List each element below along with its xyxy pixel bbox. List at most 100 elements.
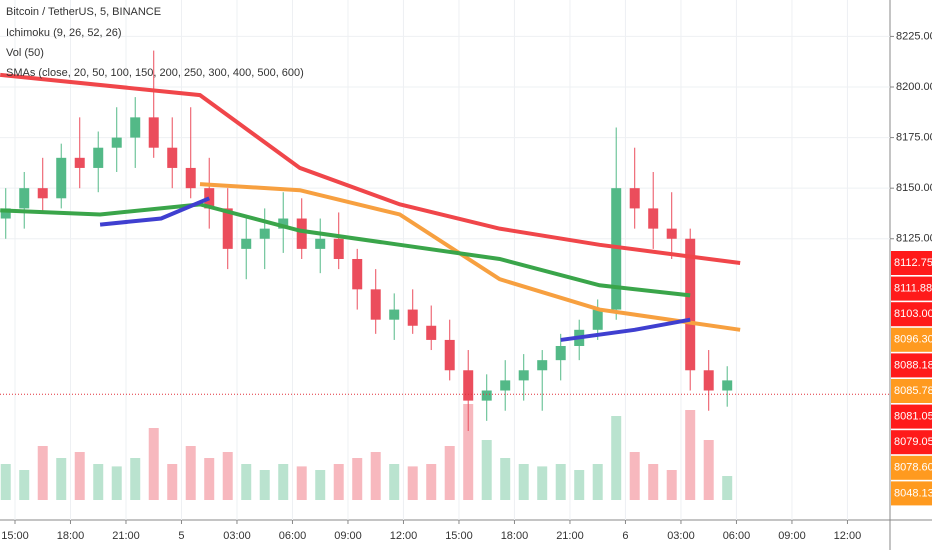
price-label: 8088.18 bbox=[894, 359, 932, 371]
candle-body bbox=[555, 345, 566, 361]
price-label: 8112.75 bbox=[894, 257, 932, 269]
price-label-box bbox=[891, 353, 932, 378]
candle-body bbox=[685, 238, 696, 371]
candle-body bbox=[130, 117, 141, 138]
candle-body bbox=[648, 208, 659, 229]
volume-bar bbox=[19, 470, 30, 500]
volume-bar bbox=[370, 452, 381, 500]
volume-bar bbox=[56, 458, 67, 500]
x-tick-label: 06:00 bbox=[279, 530, 307, 542]
candle-body bbox=[56, 157, 67, 199]
candle-body bbox=[407, 309, 418, 326]
candle-body bbox=[352, 258, 363, 290]
volume-bar bbox=[296, 466, 307, 500]
x-tick-label: 09:00 bbox=[334, 530, 362, 542]
volume-bar bbox=[592, 464, 603, 500]
price-label-box bbox=[891, 404, 932, 429]
candle-body bbox=[333, 238, 344, 259]
price-label: 8096.30 bbox=[894, 334, 932, 346]
sma-line bbox=[0, 72, 741, 266]
volume-bar bbox=[500, 458, 511, 500]
chart-title: Bitcoin / TetherUS, 5, BINANCE bbox=[6, 6, 161, 18]
candle-body bbox=[722, 380, 733, 391]
x-tick-label: 12:00 bbox=[834, 530, 862, 542]
volume-bar bbox=[444, 446, 455, 500]
candle-body bbox=[37, 188, 48, 199]
price-label: 8078.60 bbox=[894, 462, 932, 474]
candle-body bbox=[518, 370, 529, 381]
x-tick-label: 18:00 bbox=[57, 530, 85, 542]
candle-body bbox=[241, 238, 252, 249]
volume-bar bbox=[241, 464, 252, 500]
candle-body bbox=[463, 370, 474, 401]
y-tick-label: 8225.00 bbox=[896, 30, 932, 42]
candle-body bbox=[629, 188, 640, 209]
candle-body bbox=[370, 289, 381, 320]
price-label: 8085.78 bbox=[894, 385, 932, 397]
candle-body bbox=[148, 117, 159, 148]
indicator-label: SMAs (close, 20, 50, 100, 150, 200, 250,… bbox=[6, 67, 304, 79]
sma-line bbox=[199, 182, 741, 332]
y-tick-label: 8150.00 bbox=[896, 182, 932, 194]
x-tick-label: 21:00 bbox=[556, 530, 584, 542]
volume-bar bbox=[352, 458, 363, 500]
volume-bar bbox=[148, 428, 159, 500]
candle-body bbox=[278, 218, 289, 229]
x-tick-label: 6 bbox=[622, 530, 628, 542]
price-label-box bbox=[891, 430, 932, 455]
candle-body bbox=[167, 147, 178, 168]
candle-body bbox=[481, 390, 492, 401]
volume-bar bbox=[259, 470, 270, 500]
x-tick-label: 5 bbox=[178, 530, 184, 542]
indicator-label: Vol (50) bbox=[6, 47, 44, 59]
volume-bar bbox=[389, 464, 400, 500]
volume-bar bbox=[204, 458, 215, 500]
price-label-box bbox=[891, 327, 932, 352]
volume-bar bbox=[222, 452, 233, 500]
volume-bar bbox=[481, 440, 492, 500]
price-label: 8111.88 bbox=[894, 283, 932, 295]
price-label: 8103.00 bbox=[894, 308, 932, 320]
x-tick-label: 12:00 bbox=[390, 530, 418, 542]
x-tick-label: 21:00 bbox=[112, 530, 140, 542]
volume-bar bbox=[629, 452, 640, 500]
volume-bar bbox=[0, 464, 11, 500]
candle-body bbox=[74, 157, 85, 168]
volume-bar bbox=[648, 464, 659, 500]
volume-bar bbox=[37, 446, 48, 500]
candle-body bbox=[500, 380, 511, 391]
candle-body bbox=[426, 325, 437, 340]
x-tick-label: 15:00 bbox=[445, 530, 473, 542]
x-tick-label: 06:00 bbox=[723, 530, 751, 542]
volume-bar bbox=[407, 466, 418, 500]
volume-bar bbox=[93, 464, 104, 500]
sma-line bbox=[560, 317, 691, 342]
candle-body bbox=[19, 188, 30, 209]
price-label: 8079.05 bbox=[894, 436, 932, 448]
volume-bar bbox=[463, 404, 474, 500]
candle-body bbox=[296, 218, 307, 249]
volume-bar bbox=[130, 458, 141, 500]
volume-bar bbox=[426, 464, 437, 500]
volume-bar bbox=[537, 466, 548, 500]
candle-body bbox=[444, 339, 455, 371]
candle-body bbox=[185, 167, 196, 189]
price-label: 8048.13 bbox=[894, 487, 932, 499]
volume-bar bbox=[611, 416, 622, 500]
volume-bar bbox=[315, 470, 326, 500]
x-tick-label: 09:00 bbox=[778, 530, 806, 542]
candle-body bbox=[93, 147, 104, 168]
candle-body bbox=[592, 309, 603, 330]
candle-body bbox=[666, 228, 677, 239]
volume-bar bbox=[111, 466, 122, 500]
candle-body bbox=[315, 238, 326, 249]
candle-body bbox=[111, 137, 122, 148]
price-label-box bbox=[891, 481, 932, 506]
volume-bar bbox=[703, 440, 714, 500]
volume-bar bbox=[167, 464, 178, 500]
volume-bar bbox=[278, 464, 289, 500]
candle-body bbox=[222, 208, 233, 249]
sma-line bbox=[99, 196, 211, 227]
y-tick-label: 8125.00 bbox=[896, 233, 932, 245]
